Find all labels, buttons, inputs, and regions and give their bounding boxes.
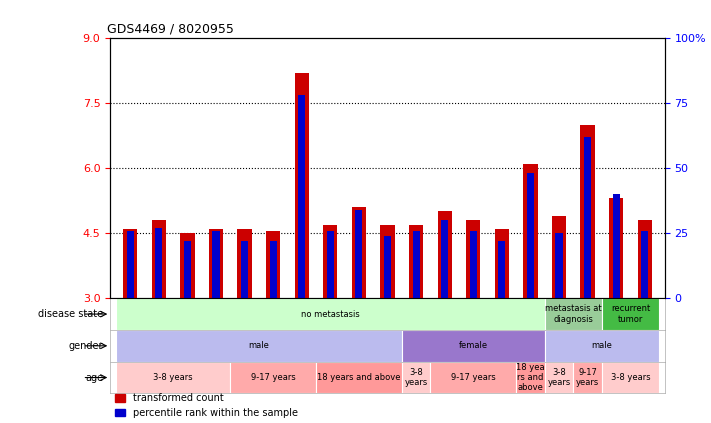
Text: 9-17 years: 9-17 years	[451, 373, 496, 382]
Bar	[294, 73, 309, 298]
Text: no metastasis: no metastasis	[301, 310, 360, 319]
Bar	[552, 216, 566, 298]
Bar	[573, 362, 602, 393]
Bar	[213, 231, 220, 298]
Bar	[466, 220, 481, 298]
Text: 3-8
years: 3-8 years	[547, 368, 571, 387]
Bar	[266, 231, 280, 298]
Bar	[495, 229, 509, 298]
Text: 18 yea
rs and
above: 18 yea rs and above	[516, 363, 545, 393]
Bar	[580, 125, 594, 298]
Bar	[116, 330, 402, 362]
Text: 3-8
years: 3-8 years	[405, 368, 428, 387]
Bar	[602, 298, 659, 330]
Bar	[230, 362, 316, 393]
Bar	[184, 241, 191, 298]
Legend: transformed count, percentile rank within the sample: transformed count, percentile rank withi…	[115, 393, 298, 418]
Text: metastasis at
diagnosis: metastasis at diagnosis	[545, 305, 602, 324]
Text: age: age	[85, 373, 103, 382]
Bar	[409, 225, 423, 298]
Bar	[384, 236, 391, 298]
Bar	[151, 220, 166, 298]
Text: 18 years and above: 18 years and above	[317, 373, 401, 382]
Bar	[327, 231, 334, 298]
Text: GDS4469 / 8020955: GDS4469 / 8020955	[107, 22, 235, 36]
Bar	[584, 137, 591, 298]
Text: 3-8 years: 3-8 years	[154, 373, 193, 382]
Bar	[470, 231, 477, 298]
Bar	[527, 173, 534, 298]
Bar	[638, 220, 652, 298]
Text: 9-17
years: 9-17 years	[576, 368, 599, 387]
Bar	[241, 241, 248, 298]
Bar	[441, 220, 448, 298]
Text: 9-17 years: 9-17 years	[251, 373, 296, 382]
Bar	[209, 229, 223, 298]
Bar	[402, 330, 545, 362]
Bar	[316, 362, 402, 393]
Bar	[123, 229, 137, 298]
Bar	[155, 228, 162, 298]
Bar	[380, 225, 395, 298]
Text: male: male	[248, 341, 269, 350]
Bar	[181, 233, 195, 298]
Text: gender: gender	[68, 341, 103, 351]
Bar	[516, 362, 545, 393]
Bar	[402, 362, 430, 393]
Bar	[352, 207, 366, 298]
Bar	[412, 231, 419, 298]
Bar	[269, 241, 277, 298]
Bar	[609, 198, 624, 298]
Text: 3-8 years: 3-8 years	[611, 373, 651, 382]
Bar	[613, 194, 620, 298]
Text: recurrent
tumor: recurrent tumor	[611, 305, 650, 324]
Text: female: female	[459, 341, 488, 350]
Bar	[116, 298, 545, 330]
Text: male: male	[592, 341, 612, 350]
Bar	[127, 231, 134, 298]
Bar	[116, 362, 230, 393]
Bar	[498, 241, 506, 298]
Text: disease state: disease state	[38, 309, 103, 319]
Bar	[641, 231, 648, 298]
Bar	[545, 330, 659, 362]
Bar	[356, 210, 363, 298]
Bar	[237, 229, 252, 298]
Bar	[602, 362, 659, 393]
Bar	[430, 362, 516, 393]
Bar	[437, 212, 451, 298]
Bar	[324, 225, 338, 298]
Bar	[545, 362, 573, 393]
Bar	[523, 164, 538, 298]
Bar	[555, 233, 562, 298]
Bar	[298, 95, 305, 298]
Bar	[545, 298, 602, 330]
